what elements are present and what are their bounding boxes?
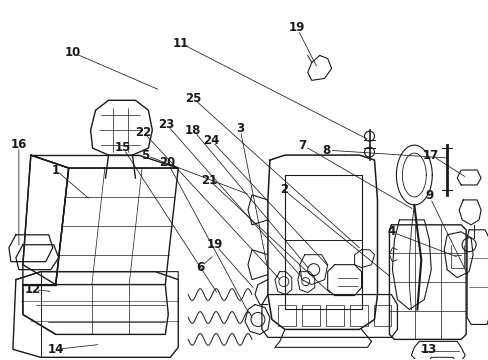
Text: 13: 13 (420, 343, 436, 356)
Bar (277, 305, 295, 327)
Text: 9: 9 (424, 189, 432, 202)
Text: 20: 20 (159, 156, 175, 168)
Text: 7: 7 (298, 139, 306, 152)
Text: 12: 12 (25, 283, 41, 296)
Bar (373, 305, 390, 327)
Text: 5: 5 (141, 149, 149, 162)
Bar (301, 305, 319, 327)
Text: 23: 23 (158, 118, 174, 131)
Text: 2: 2 (279, 184, 287, 197)
Bar (325, 305, 343, 327)
Text: 8: 8 (322, 144, 330, 157)
Text: 6: 6 (196, 261, 204, 274)
Text: 21: 21 (201, 174, 217, 186)
Text: 14: 14 (47, 343, 64, 356)
Text: 25: 25 (184, 92, 201, 105)
Text: 11: 11 (173, 37, 189, 50)
Text: 24: 24 (203, 134, 219, 147)
Text: 15: 15 (114, 141, 130, 154)
Text: 1: 1 (52, 163, 60, 176)
Text: 4: 4 (386, 225, 395, 238)
Text: 17: 17 (422, 149, 439, 162)
Text: 19: 19 (288, 21, 305, 34)
Text: 18: 18 (184, 124, 201, 137)
Bar (349, 305, 367, 327)
Text: 22: 22 (135, 126, 151, 139)
Text: 16: 16 (11, 138, 27, 150)
Text: 3: 3 (236, 122, 244, 135)
Text: 10: 10 (64, 46, 81, 59)
Text: 19: 19 (206, 238, 223, 251)
